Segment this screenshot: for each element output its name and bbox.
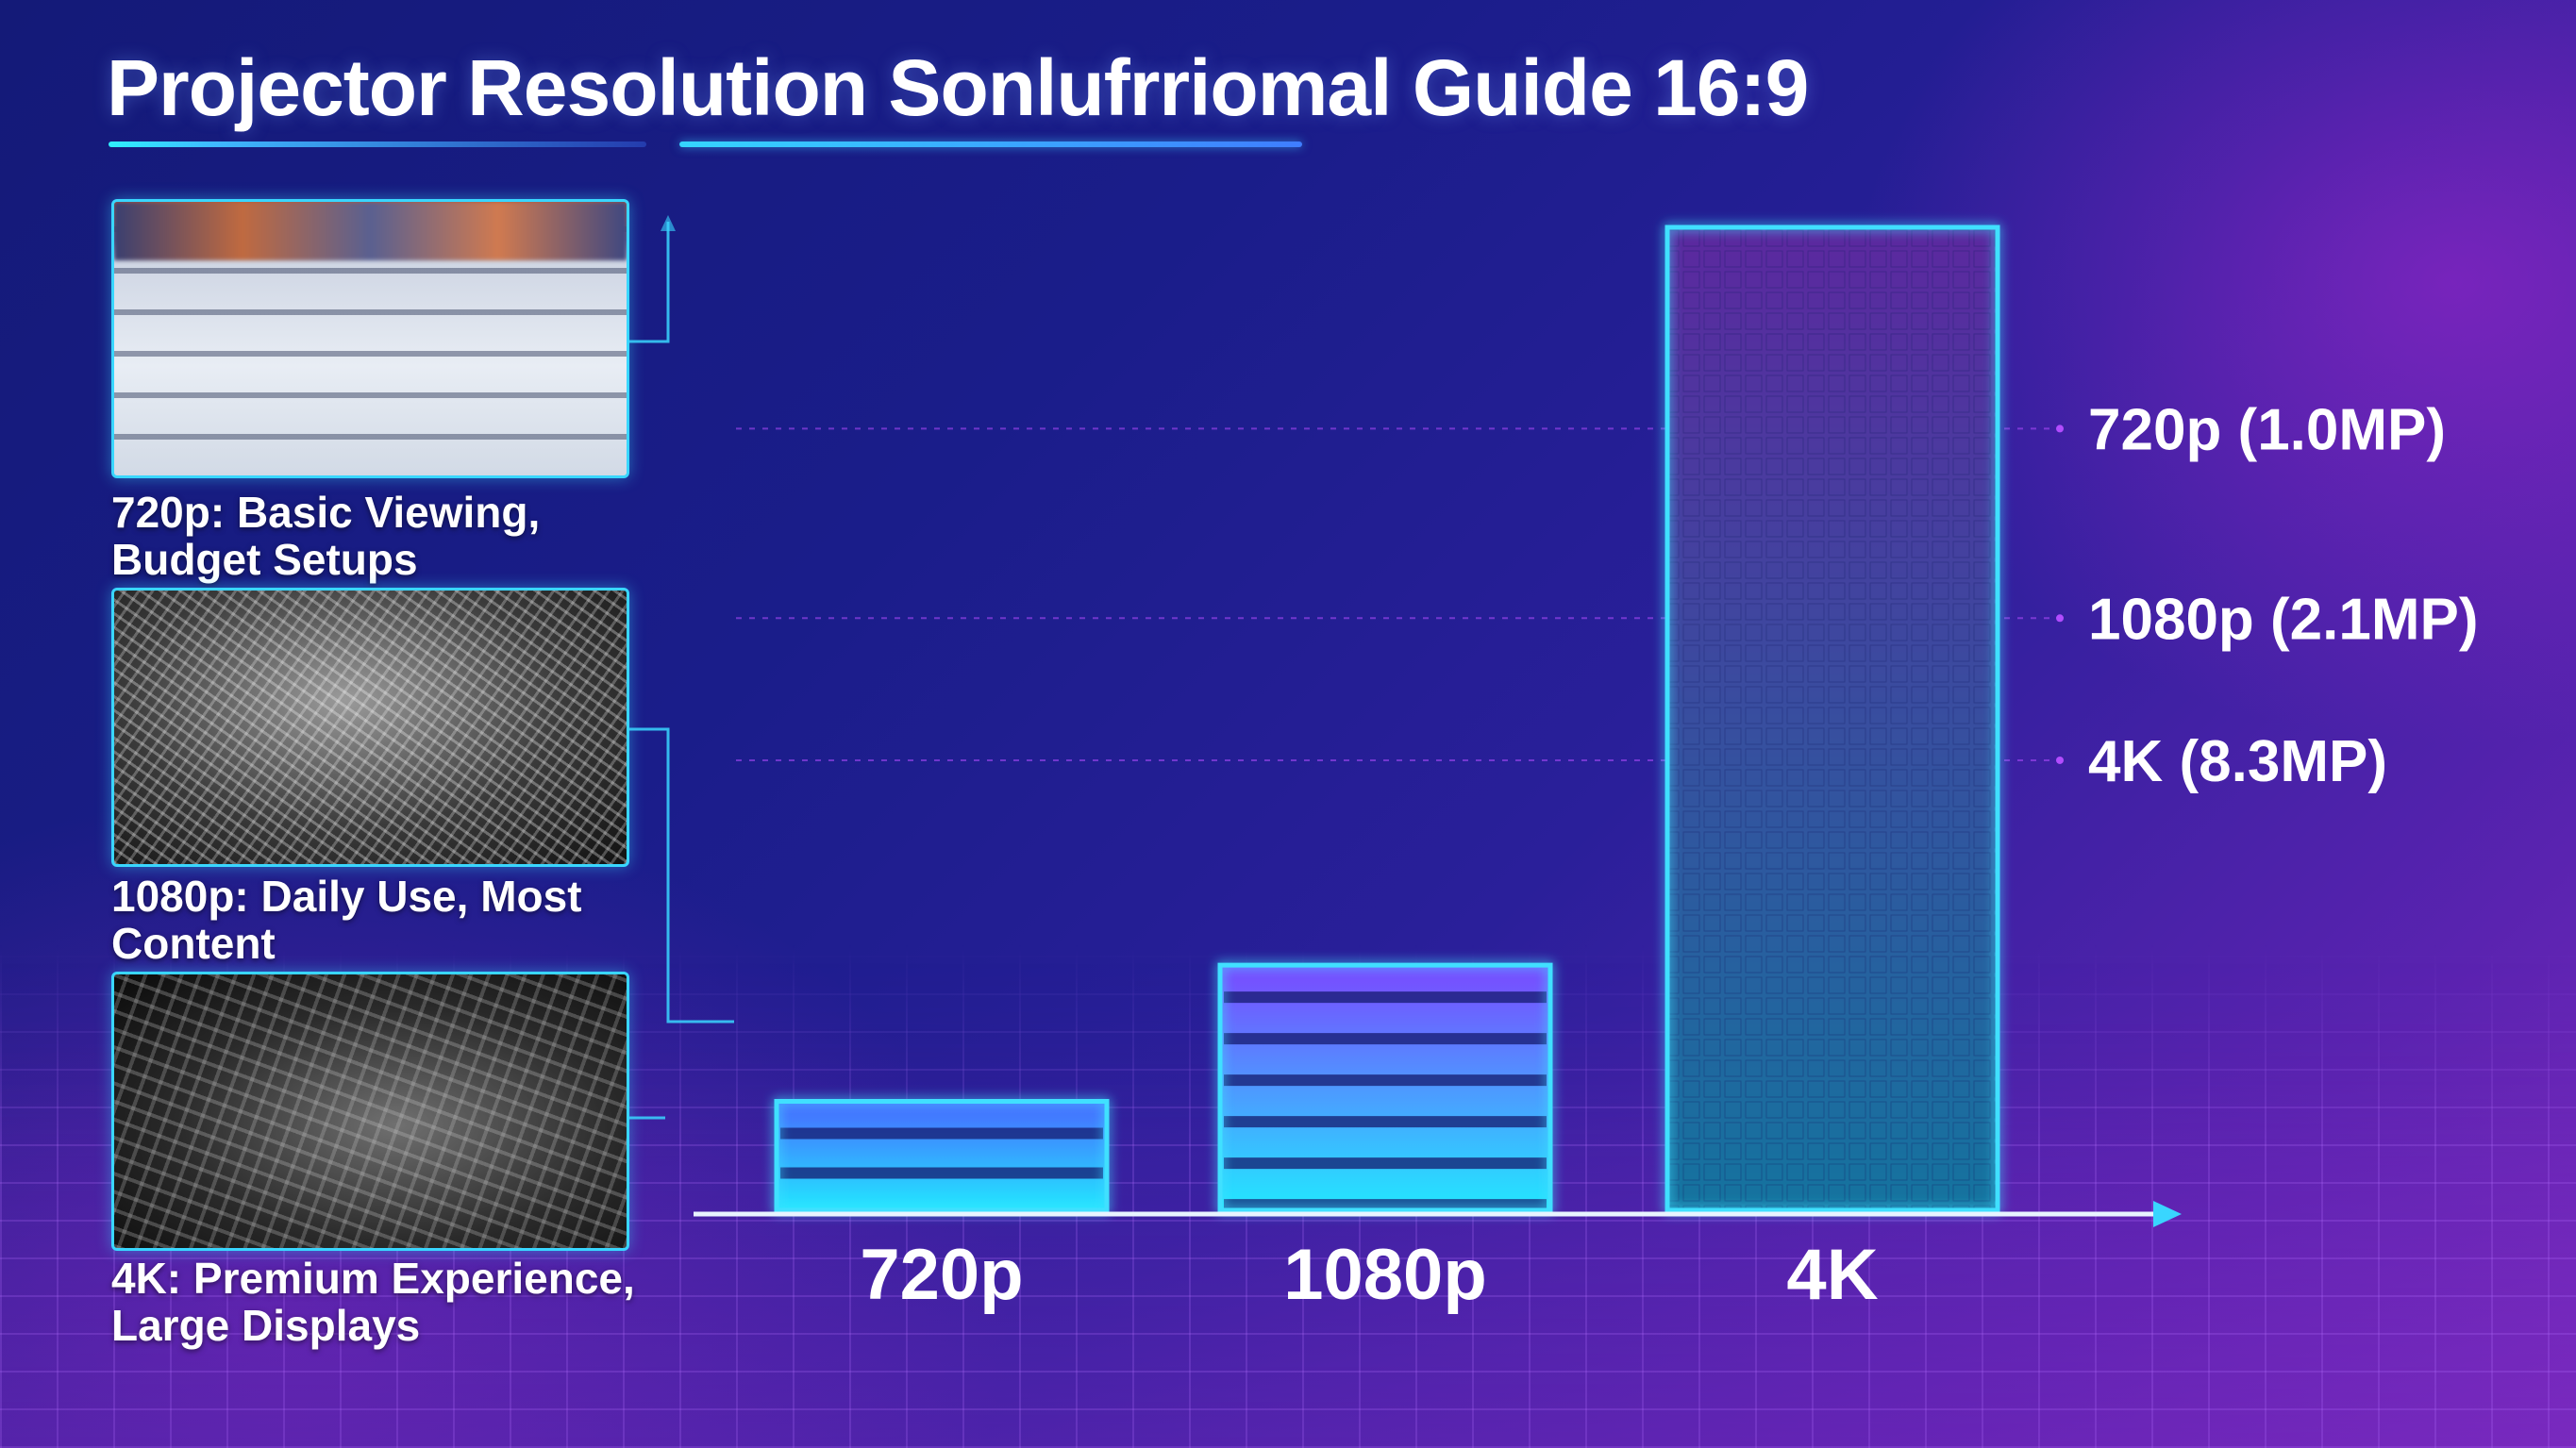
bar-720p — [774, 1099, 1110, 1213]
annotation-4k: 4K (8.3MP) — [2088, 729, 2387, 794]
bar-fill-1080p — [1220, 965, 1550, 1210]
bar-stripe — [780, 1127, 1103, 1140]
bar-stripe — [1224, 1074, 1547, 1087]
x-tick-labels: 720p 1080p 4K — [860, 1235, 1878, 1315]
annotation-dot-4k — [2056, 756, 2064, 764]
x-tick-4k: 4K — [1786, 1235, 1878, 1315]
coarse-fabric-texture-icon — [111, 972, 629, 1251]
x-tick-720p: 720p — [860, 1235, 1023, 1315]
caption-4k: 4K: Premium Experience, Large Displays — [111, 1254, 635, 1350]
annotation-dot-720p — [2056, 424, 2064, 433]
bar-outline-1080p — [1217, 962, 1553, 1213]
bar-fill-720p — [777, 1101, 1107, 1210]
bar-stripe — [780, 1167, 1103, 1179]
page-title: Projector Resolution Sonlufrriomal Guide… — [107, 43, 1809, 132]
connector-1080p — [627, 727, 734, 1024]
annotation-dot-1080p — [2056, 614, 2064, 623]
bar-stripe — [1224, 1199, 1547, 1211]
x-axis-arrow-icon — [2153, 1201, 2182, 1227]
bars-group — [774, 225, 2000, 1213]
annotation-guides — [736, 424, 2064, 764]
annotation-720p: 720p (1.0MP) — [2088, 397, 2446, 462]
annotation-1080p: 1080p (2.1MP) — [2088, 587, 2479, 652]
bar-pixel-grid-4k — [1667, 227, 1998, 1210]
bar-stripe — [1224, 1033, 1547, 1045]
blurred-cover-strip — [114, 202, 627, 260]
connector-720p — [627, 222, 670, 343]
bar-stripe — [1224, 991, 1547, 1004]
caption-1080p: 1080p: Daily Use, Most Content — [111, 872, 582, 968]
y-axis-arrow-icon — [661, 215, 676, 231]
title-underline-right — [679, 141, 1302, 147]
x-tick-1080p: 1080p — [1283, 1235, 1487, 1315]
bar-stripe — [1224, 1157, 1547, 1170]
bar-outline-720p — [774, 1099, 1110, 1213]
title-underline-left — [109, 141, 646, 147]
document-text-closeup-icon — [111, 199, 629, 478]
bar-stripes-1080p — [1224, 991, 1547, 1211]
fine-fabric-texture-icon — [111, 588, 629, 867]
connector-lines — [627, 222, 734, 1120]
bar-outline-4k — [1664, 225, 2000, 1213]
bar-4k — [1664, 225, 2000, 1213]
bar-stripes-720p — [780, 1127, 1103, 1179]
bar-1080p — [1217, 962, 1553, 1213]
bar-stripe — [1224, 1116, 1547, 1128]
caption-720p: 720p: Basic Viewing, Budget Setups — [111, 488, 541, 584]
annotation-labels: 720p (1.0MP) 1080p (2.1MP) 4K (8.3MP) — [2088, 397, 2479, 794]
